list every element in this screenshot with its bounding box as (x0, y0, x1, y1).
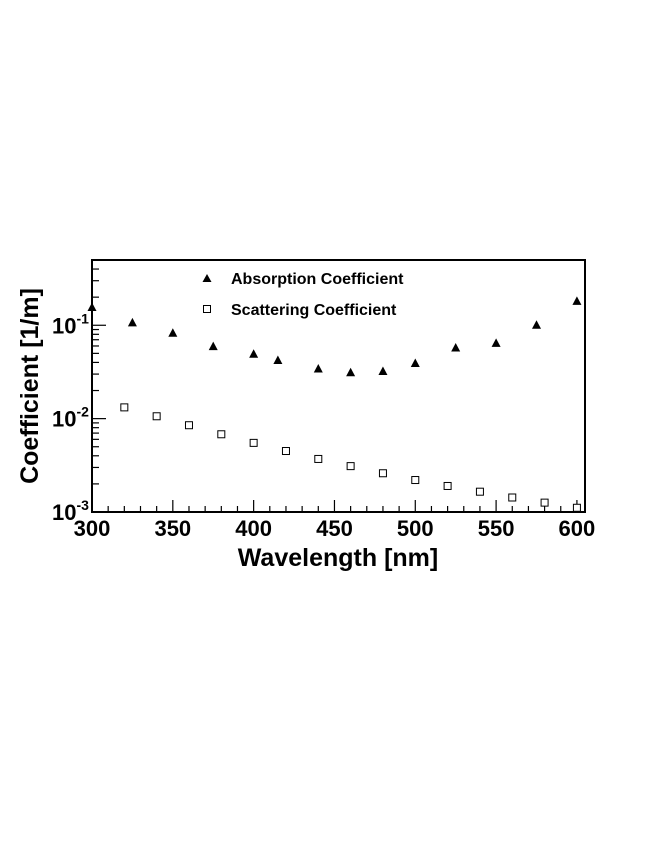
scattering-point (378, 469, 387, 478)
y-axis: 10-1 10-2 10-3 (52, 259, 106, 525)
x-tick-label: 400 (235, 516, 272, 541)
series-absorption (87, 296, 582, 377)
scattering-point (217, 430, 226, 439)
y-tick-label: 10-1 (52, 310, 89, 338)
absorption-point (410, 358, 420, 367)
x-tick-label: 300 (74, 516, 111, 541)
scattering-point (508, 493, 517, 502)
absorption-point (346, 367, 356, 377)
x-axis: 300 350 400 450 500 550 600 (74, 500, 596, 541)
legend-label-scattering: Scattering Coefficient (231, 302, 397, 319)
plot-frame (91, 259, 586, 513)
legend-label-absorption: Absorption Coefficient (231, 271, 404, 288)
x-tick-label: 500 (397, 516, 434, 541)
x-tick-label: 350 (154, 516, 191, 541)
absorption-point (208, 341, 218, 351)
absorption-point (378, 366, 388, 375)
legend-square-marker (203, 305, 211, 313)
absorption-point (532, 320, 542, 329)
absorption-point (491, 338, 501, 347)
absorption-point (313, 364, 323, 373)
x-tick-label: 550 (478, 516, 515, 541)
y-tick-label: 10-3 (52, 497, 89, 525)
legend-triangle-marker (202, 274, 212, 282)
x-axis-title: Wavelength [nm] (238, 544, 438, 572)
absorption-point (273, 355, 283, 364)
absorption-point (451, 343, 461, 352)
scattering-point (572, 503, 581, 512)
scattering-point (120, 403, 129, 412)
scattering-point (152, 412, 161, 421)
absorption-point (127, 317, 137, 327)
absorption-point (249, 349, 259, 358)
absorption-point (87, 302, 97, 311)
scattering-point (411, 476, 420, 485)
legend: Absorption Coefficient Scattering Coeffi… (202, 271, 404, 319)
legend-entry-absorption: Absorption Coefficient (202, 271, 404, 288)
scattering-point (540, 498, 549, 507)
scattering-point (281, 447, 290, 456)
scattering-point (346, 462, 355, 471)
x-tick-label: 600 (559, 516, 596, 541)
absorption-point (168, 328, 178, 337)
scattering-point (184, 421, 193, 430)
scattering-point (475, 487, 484, 496)
y-tick-label: 10-2 (52, 404, 89, 432)
legend-entry-scattering: Scattering Coefficient (203, 302, 397, 319)
scattering-point (249, 438, 258, 447)
absorption-point (572, 296, 582, 305)
y-axis-title: Coefficient [1/m] (16, 288, 44, 484)
x-tick-label: 450 (316, 516, 353, 541)
series-scattering (120, 403, 581, 512)
scattering-point (443, 481, 452, 490)
scattering-point (314, 454, 323, 463)
